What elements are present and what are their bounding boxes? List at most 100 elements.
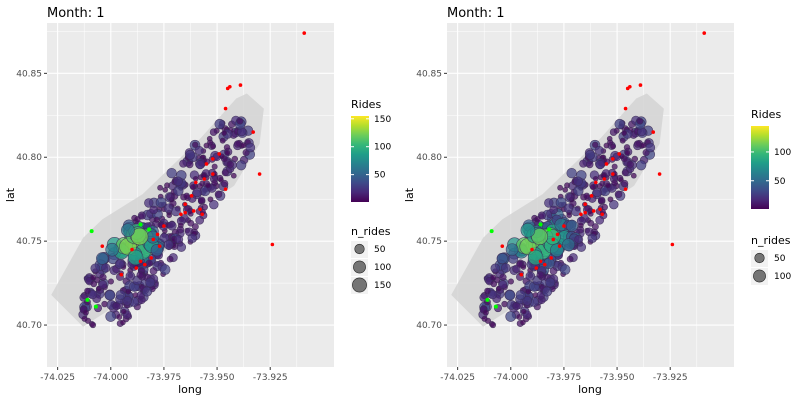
station-point [171, 206, 181, 217]
chart-2-size-legend-title: n_rides [751, 234, 791, 247]
red-station-point [134, 266, 139, 270]
red-station-point [602, 177, 607, 181]
colorbar-tick-label: 50 [774, 177, 786, 187]
station-point [609, 199, 619, 210]
size-legend-point [352, 277, 367, 293]
station-point [623, 144, 631, 151]
station-point [121, 223, 135, 238]
station-point [220, 179, 229, 188]
station-point [621, 169, 629, 177]
station-point [105, 311, 117, 322]
red-station-point [223, 187, 228, 191]
chart-1-size-legend: n_rides 50 100 150 [351, 225, 391, 294]
x-tick-label: -73.975 [147, 373, 182, 383]
chart-1-color-legend: Rides 50 100 150 [351, 98, 391, 202]
red-station-point [600, 212, 604, 217]
red-station-point [519, 272, 524, 277]
station-point [516, 260, 524, 268]
red-station-point [638, 83, 643, 87]
y-tick-label: 40.75 [16, 237, 42, 247]
red-station-point [657, 172, 662, 176]
red-station-point [217, 152, 221, 156]
station-point [619, 137, 626, 144]
station-point [105, 242, 119, 257]
red-station-point [238, 83, 243, 87]
station-point [120, 308, 127, 315]
chart-2-xlabel: long [578, 383, 602, 396]
station-point [566, 193, 575, 202]
station-point [611, 163, 618, 170]
red-station-point [625, 86, 630, 91]
red-station-point [270, 242, 275, 247]
red-station-point [594, 180, 598, 185]
red-station-point [151, 237, 156, 242]
station-point [101, 263, 111, 273]
station-point [226, 160, 235, 169]
x-tick-label: -74.025 [440, 373, 475, 383]
chart-1-colorbar [351, 116, 369, 202]
station-point [633, 140, 642, 148]
red-station-point [194, 180, 198, 185]
red-station-point [157, 244, 162, 248]
green-station-point [485, 297, 490, 302]
station-point [496, 252, 508, 265]
y-tick-label: 40.80 [416, 153, 442, 163]
red-station-point [189, 194, 194, 198]
red-station-point [604, 162, 609, 166]
station-point [592, 141, 599, 148]
station-point [566, 255, 574, 263]
chart-1-title: Month: 1 [47, 6, 105, 21]
station-point [90, 274, 97, 281]
station-point [525, 271, 536, 281]
station-point [566, 167, 577, 179]
x-tick-label: -73.975 [547, 373, 582, 383]
red-station-point [623, 187, 628, 191]
station-point [136, 271, 145, 279]
station-point [125, 271, 136, 281]
chart-2-stations [478, 31, 707, 329]
station-point [621, 130, 627, 136]
station-point [591, 223, 599, 231]
red-station-point [557, 244, 562, 248]
chart-2-size-legend: n_rides 50 100 [751, 234, 791, 285]
station-point [155, 197, 167, 208]
station-point [214, 118, 225, 130]
station-point [149, 205, 158, 215]
red-station-point [538, 259, 543, 264]
station-point [187, 233, 198, 243]
station-point [587, 219, 595, 227]
red-station-point [583, 210, 587, 215]
station-point [594, 145, 604, 156]
station-point [90, 280, 98, 288]
station-point [607, 196, 614, 203]
station-point [125, 288, 132, 295]
station-point [562, 238, 576, 252]
size-legend-point [353, 260, 366, 274]
station-point [240, 142, 247, 149]
station-point [505, 311, 517, 322]
red-station-point [183, 210, 187, 215]
red-station-point [611, 172, 615, 176]
station-point [115, 290, 126, 301]
red-station-point [589, 194, 594, 198]
green-station-point [147, 227, 152, 232]
station-point [585, 149, 596, 160]
station-point [185, 149, 196, 160]
station-point [104, 289, 116, 301]
colorbar-tick-label: 150 [374, 115, 391, 125]
facet-1: Month: 1 -74.025 -74.000 -73.975 -73.950 -73… [4, 6, 391, 396]
size-legend-label: 100 [374, 263, 391, 273]
station-point [159, 264, 171, 275]
red-station-point [623, 106, 628, 111]
station-point [587, 211, 594, 217]
station-point [520, 319, 526, 326]
chart-1-color-legend-title: Rides [351, 98, 381, 111]
station-point [490, 274, 497, 281]
station-point [595, 160, 605, 170]
size-legend-label: 150 [374, 281, 391, 291]
red-station-point [204, 162, 209, 166]
red-station-point [211, 157, 215, 161]
chart-2-ticks: -74.025 -74.000 -73.975 -73.950 -73.925 40.70… [416, 69, 687, 383]
station-point [498, 280, 508, 290]
